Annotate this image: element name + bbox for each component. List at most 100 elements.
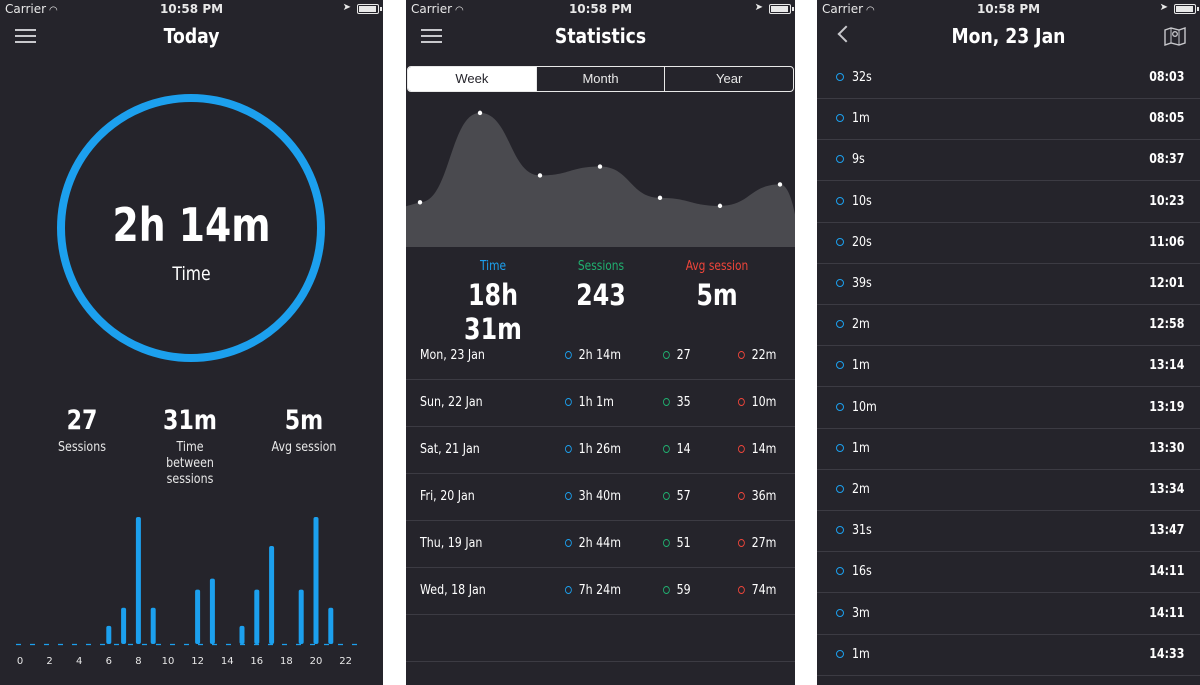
session-start-time: 12:01 [1148, 276, 1184, 291]
session-duration: 10m [836, 400, 881, 415]
session-row[interactable]: 2m 13:34 [817, 470, 1200, 511]
session-duration: 1m [836, 647, 873, 662]
hour-tick-label: 4 [76, 656, 82, 667]
session-dot-icon [836, 567, 844, 576]
period-segmented-control: Week Month Year [407, 66, 794, 92]
carrier-label: Carrier ◠ [822, 2, 875, 16]
battery-icon [1174, 4, 1199, 14]
tab-year[interactable]: Year [664, 67, 793, 91]
session-row[interactable]: 3m 14:11 [817, 594, 1200, 635]
status-bar: Carrier ◠ 10:58 PM ➤ [0, 0, 383, 18]
total-label: Avg session [685, 259, 749, 274]
location-icon: ➤ [342, 2, 351, 13]
day-detail-screen: Carrier ◠ 10:58 PM ➤ Mon, 23 Jan 32s 08:03… [817, 0, 1200, 685]
sessions-dot-icon [663, 445, 670, 453]
day-row[interactable]: Thu, 19 Jan 2h 44m 51 27m [406, 521, 795, 568]
session-row[interactable]: 16s 14:11 [817, 552, 1200, 594]
carrier-label: Carrier ◠ [411, 2, 464, 16]
status-clock: 10:58 PM [976, 2, 1041, 16]
wifi-icon: ◠ [866, 5, 875, 16]
avg-dot-icon [738, 351, 745, 359]
stat-label: Time between sessions [166, 440, 214, 487]
hour-tick-label: 6 [106, 656, 112, 667]
hour-bar [121, 607, 127, 644]
hour-tick-label: 22 [339, 656, 352, 667]
area-fill [406, 112, 795, 247]
menu-icon[interactable] [421, 29, 442, 44]
session-row[interactable]: 9s 08:37 [817, 140, 1200, 182]
day-sessions: 14 [663, 442, 691, 457]
stat-avg-session: 5m Avg session [244, 405, 364, 456]
empty-row [406, 615, 795, 662]
location-icon: ➤ [754, 2, 763, 13]
session-duration: 2m [836, 482, 873, 497]
hour-bar [209, 578, 215, 644]
hour-tick-label: 18 [280, 656, 293, 667]
session-dot-icon [836, 279, 844, 287]
area-point [597, 164, 603, 169]
session-start-time: 13:34 [1148, 482, 1184, 497]
sessions-dot-icon [663, 492, 670, 500]
wifi-icon: ◠ [455, 5, 464, 16]
day-row[interactable]: Wed, 18 Jan 7h 24m 59 74m [406, 568, 795, 615]
session-row[interactable]: 1m 13:30 [817, 429, 1200, 470]
hour-bar [328, 607, 334, 644]
session-row[interactable]: 10m 13:19 [817, 388, 1200, 429]
menu-icon[interactable] [15, 29, 36, 44]
area-point [717, 203, 723, 209]
session-row[interactable]: 1m 14:33 [817, 635, 1200, 676]
session-start-time: 08:03 [1148, 70, 1184, 85]
session-duration: 20s [836, 235, 875, 250]
day-sessions: 57 [663, 489, 691, 504]
session-start-time: 13:19 [1148, 399, 1184, 415]
day-time: 2h 14m [565, 348, 621, 363]
day-sessions: 59 [663, 583, 691, 598]
hour-bar [135, 517, 141, 644]
total-avg-session: Avg session 5m [652, 259, 782, 312]
day-avg: 27m [738, 536, 776, 551]
session-row[interactable]: 1m 08:05 [817, 99, 1200, 141]
day-row[interactable]: Fri, 20 Jan 3h 40m 57 36m [406, 474, 795, 521]
avg-dot-icon [738, 398, 745, 406]
tab-month[interactable]: Month [535, 67, 665, 91]
hour-bar [195, 589, 201, 644]
stat-value: 31m [163, 405, 217, 436]
area-point [537, 173, 543, 178]
day-date: Sun, 22 Jan [420, 395, 483, 410]
day-time: 1h 26m [565, 442, 621, 457]
session-row[interactable]: 39s 12:01 [817, 264, 1200, 305]
tab-week[interactable]: Week [408, 67, 536, 91]
day-row[interactable]: Sat, 21 Jan 1h 26m 14 14m [406, 427, 795, 474]
session-duration: 32s [836, 70, 875, 85]
nav-bar: Statistics [406, 18, 795, 58]
area-point [477, 110, 483, 116]
session-duration: 9s [836, 152, 867, 167]
hour-bar [269, 546, 275, 644]
session-row[interactable]: 2m 12:58 [817, 305, 1200, 347]
area-point [777, 182, 783, 187]
session-row[interactable]: 10s 10:23 [817, 182, 1200, 223]
session-row[interactable]: 1m 13:14 [817, 346, 1200, 388]
statistics-screen: Carrier ◠ 10:58 PM ➤ Statistics Week Mont… [406, 0, 795, 685]
battery-icon [769, 4, 794, 14]
day-row[interactable]: Sun, 22 Jan 1h 1m 35 10m [406, 380, 795, 427]
total-label: Time [479, 259, 507, 274]
session-dot-icon [836, 73, 844, 81]
session-row[interactable]: 32s 08:03 [817, 58, 1200, 99]
stat-value: 27 [66, 405, 98, 436]
hour-tick-label: 0 [17, 656, 23, 667]
session-dot-icon [836, 114, 844, 123]
week-area-chart [406, 110, 795, 247]
stat-label: Avg session [271, 440, 337, 455]
session-row[interactable]: 31s 13:47 [817, 511, 1200, 553]
area-point [657, 195, 663, 201]
day-date: Fri, 20 Jan [420, 489, 475, 504]
session-row[interactable]: 20s 11:06 [817, 223, 1200, 264]
day-time: 2h 44m [565, 536, 621, 551]
day-row[interactable]: Mon, 23 Jan 2h 14m 27 22m [406, 333, 795, 380]
day-time: 1h 1m [565, 395, 614, 410]
map-icon[interactable] [1164, 26, 1186, 46]
day-date: Wed, 18 Jan [420, 583, 486, 598]
session-duration: 1m [836, 111, 873, 126]
avg-dot-icon [738, 492, 745, 500]
